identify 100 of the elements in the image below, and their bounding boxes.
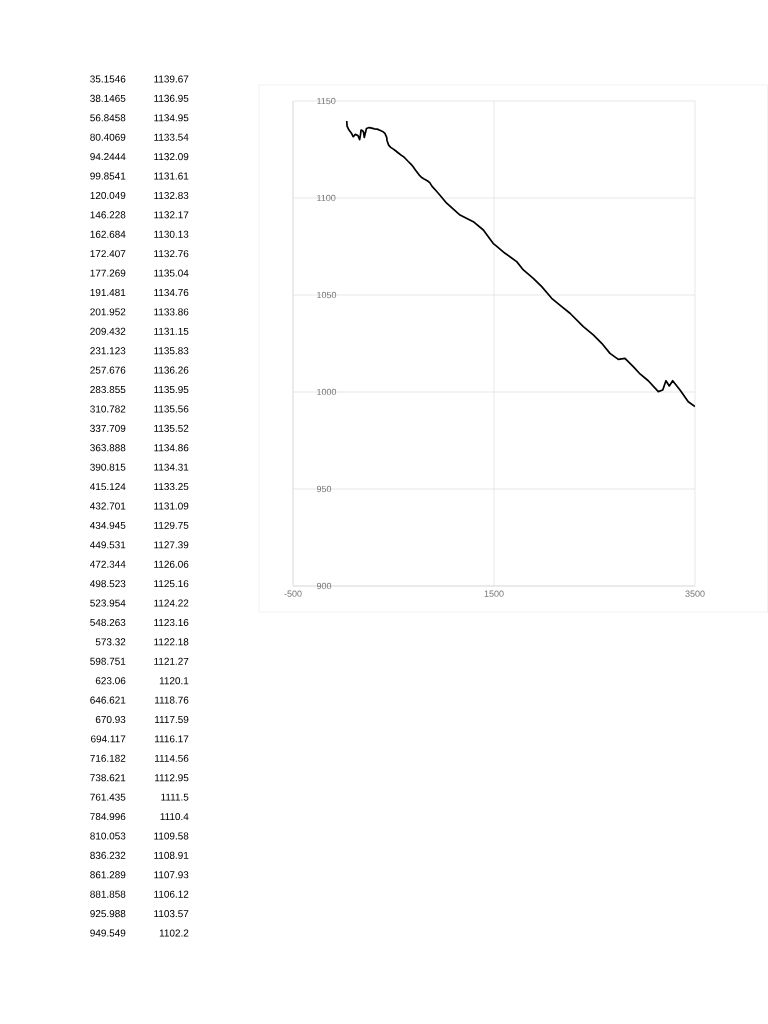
text: 449.531	[90, 541, 126, 549]
text: 201.952	[90, 308, 126, 316]
text: 1131.61	[154, 172, 189, 180]
text: 209.432	[90, 327, 126, 335]
y-tick-label: 900	[316, 582, 332, 590]
text: 1136.26	[154, 366, 189, 374]
text: 1132.76	[154, 250, 189, 258]
text: 146.228	[90, 211, 126, 219]
y-tick-label: 1000	[317, 388, 337, 396]
text: 1107.93	[154, 871, 189, 879]
text: 1123.16	[154, 618, 189, 626]
x-tick-label: 3500	[685, 590, 705, 597]
text: 1126.06	[154, 560, 189, 568]
text: 363.888	[90, 444, 126, 452]
text: 694.117	[91, 735, 126, 743]
text: 415.124	[90, 483, 126, 491]
text: 162.684	[90, 230, 126, 238]
text: 434.945	[90, 521, 126, 529]
text: 35.1546	[90, 75, 126, 83]
text: 99.8541	[90, 172, 126, 180]
text: 1121.27	[154, 657, 189, 665]
text: 1132.83	[154, 191, 189, 199]
text: 1125.16	[154, 580, 189, 588]
text: 1129.75	[154, 521, 189, 529]
x-tick-label: 1500	[484, 590, 504, 597]
text: 716.182	[90, 754, 126, 762]
text: 784.996	[90, 813, 126, 821]
text: 1106.12	[154, 890, 189, 898]
text: 56.8458	[90, 114, 126, 122]
text: 861.289	[90, 871, 126, 879]
text: 1132.09	[154, 153, 189, 161]
text: 598.751	[90, 657, 126, 665]
text: 1103.57	[154, 910, 189, 918]
text: 94.2444	[90, 153, 126, 161]
text: 646.621	[90, 696, 126, 704]
text: 1127.39	[154, 541, 189, 549]
text: 949.549	[90, 929, 126, 937]
text: 1117.59	[155, 716, 189, 724]
text: 231.123	[90, 347, 126, 355]
text: 177.269	[90, 269, 126, 277]
text: 1130.13	[154, 230, 189, 238]
text: 191.481	[90, 288, 126, 297]
text: 337.709	[90, 424, 126, 432]
text: 432.701	[90, 502, 126, 510]
text: 1109.58	[154, 832, 189, 840]
text: 1133.86	[154, 308, 189, 316]
text: 1111.5	[161, 793, 189, 801]
text: 881.858	[90, 890, 126, 898]
text: 761.435	[90, 793, 126, 801]
text: 472.344	[90, 560, 126, 568]
text: 523.954	[90, 599, 126, 607]
text: 120.049	[90, 191, 126, 199]
text: 1133.25	[154, 483, 189, 491]
text: 1112.95	[155, 774, 189, 782]
text: 1134.31	[154, 463, 189, 471]
text: 1110.4	[160, 813, 189, 821]
y-tick-label: 1100	[317, 194, 336, 202]
text: 257.676	[90, 366, 126, 374]
text: 80.4069	[90, 133, 126, 141]
y-tick-label: 950	[316, 485, 332, 493]
text: 310.782	[90, 405, 126, 413]
text: 1134.95	[154, 114, 189, 122]
text: 1116.17	[155, 735, 189, 743]
text: 836.232	[90, 851, 126, 859]
text: 283.855	[90, 386, 126, 394]
text: 498.523	[90, 580, 126, 588]
text: 1134.76	[154, 288, 189, 297]
text: 390.815	[90, 463, 126, 471]
text: 1124.22	[154, 599, 189, 607]
text: 1133.54	[154, 133, 189, 141]
text: 38.1465	[90, 94, 126, 102]
text: 670.93	[95, 716, 126, 724]
text: 1131.09	[154, 502, 189, 510]
y-tick-label: 1050	[317, 291, 337, 299]
text: 573.32	[95, 638, 126, 646]
text: 548.263	[90, 618, 126, 626]
text: 1135.95	[154, 386, 189, 394]
text: 1108.91	[154, 851, 189, 859]
text: 738.621	[90, 774, 126, 782]
text: 1136.95	[154, 94, 189, 102]
text: 1118.76	[155, 696, 189, 704]
text: 1114.56	[155, 754, 189, 762]
text: 1135.52	[154, 424, 189, 432]
text: 810.053	[90, 832, 126, 840]
text: 1132.17	[154, 211, 189, 219]
text: 623.06	[95, 677, 126, 685]
text: 1135.56	[154, 405, 189, 413]
text: 1131.15	[154, 327, 189, 335]
text: 1122.18	[154, 638, 189, 646]
text: 1135.83	[154, 347, 189, 355]
text: 1139.67	[154, 75, 189, 83]
text: 172.407	[90, 250, 126, 258]
text: 1102.2	[159, 929, 189, 937]
text: 1135.04	[154, 269, 189, 277]
y-tick-label: 1150	[317, 97, 336, 105]
x-tick-label: -500	[284, 590, 302, 597]
text: 1134.86	[154, 444, 189, 452]
text: 1120.1	[159, 677, 189, 685]
line-series	[345, 120, 695, 408]
text: 925.988	[90, 910, 126, 918]
